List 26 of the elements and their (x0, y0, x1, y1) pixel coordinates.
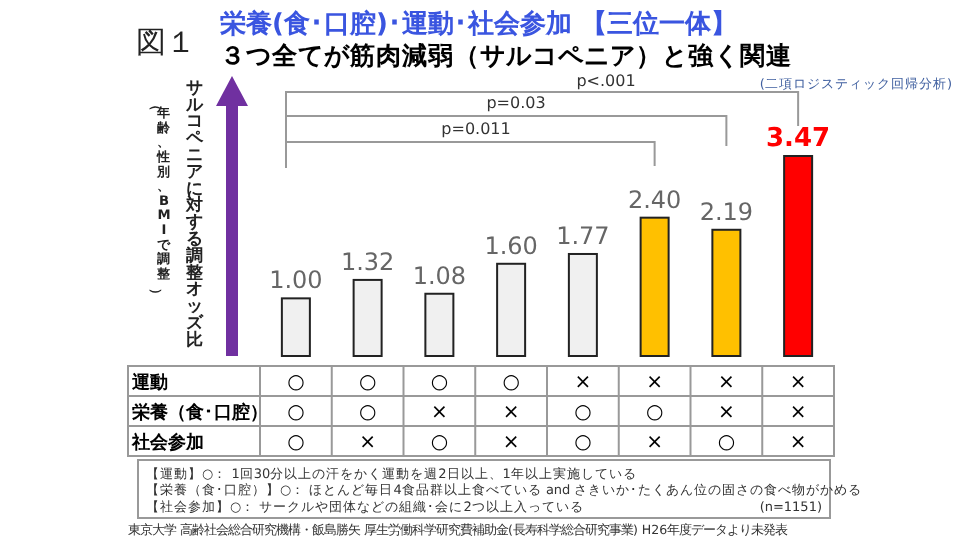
text: 運動 (130, 372, 168, 394)
text: 栄養（食･口腔） (132, 402, 268, 424)
text: p=0.03 (486, 94, 546, 112)
chart-subtitle: ３つ全てが筋肉減弱（サルコペニア）と強く関連 (220, 40, 792, 70)
data-label: 1.32 (340, 247, 395, 276)
x-tick-label: × × × (789, 372, 807, 454)
caption: 図１ (136, 24, 196, 60)
data-label: 1.77 (556, 221, 610, 250)
data-label: 1.60 (484, 231, 538, 260)
text: p=0.011 (441, 120, 511, 138)
text: 社会参加 (130, 432, 204, 454)
chart-title: 栄養(食･口腔)･運動･社会参加 【三位一体】 (220, 8, 737, 40)
x-tick-label: × ○ ○ (574, 372, 593, 454)
x-tick-label: × ○ × (645, 372, 664, 454)
y-axis-title: サルコペニアに対する調整オッズ比 (186, 76, 202, 349)
data-label: 3.47 (766, 124, 831, 154)
text: p<.001 (576, 72, 636, 90)
data-label: 2.19 (699, 197, 754, 226)
data-label: 2.40 (627, 185, 682, 214)
x-tick-label: ○ ○ ○ (287, 372, 306, 454)
data-label: 1.00 (269, 266, 323, 295)
x-tick-label: × × ○ (717, 372, 736, 454)
x-tick-label: ○ × ○ (430, 372, 449, 454)
x-tick-label: ○ ○ × (358, 372, 377, 454)
data-label: 1.08 (412, 261, 467, 290)
x-tick-label: ○ × × (502, 372, 521, 454)
